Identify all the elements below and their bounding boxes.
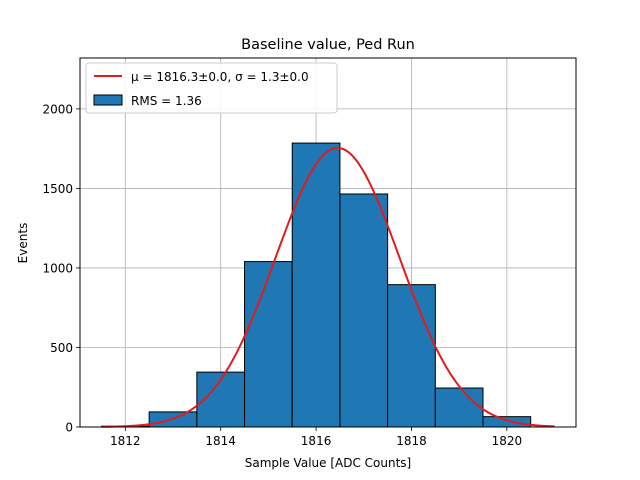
plot-frame — [79, 57, 577, 428]
histogram-bars — [100, 142, 532, 428]
x-axis-ticks: 1812 1814 1816 1818 1820 — [110, 427, 522, 448]
histogram-bar — [387, 284, 436, 428]
fit-curve — [101, 146, 555, 428]
legend-bar-label: RMS = 1.36 — [131, 94, 202, 108]
gaussian-fit — [101, 146, 555, 428]
y-tick-label: 500 — [50, 341, 73, 355]
x-axis-label: Sample Value [ADC Counts] — [245, 456, 411, 470]
chart-title: Baseline value, Ped Run — [241, 37, 415, 53]
y-tick-label: 1500 — [42, 182, 73, 196]
x-tick-label: 1818 — [396, 434, 427, 448]
legend: μ = 1816.3±0.0, σ = 1.3±0.0 RMS = 1.36 — [85, 62, 338, 114]
histogram-bar — [244, 261, 293, 428]
legend-box — [85, 62, 338, 114]
legend-fit-label: μ = 1816.3±0.0, σ = 1.3±0.0 — [131, 70, 309, 84]
y-tick-label: 1000 — [42, 261, 73, 275]
histogram-bar — [339, 193, 389, 428]
y-axis-label: Events — [16, 223, 30, 264]
x-tick-label: 1812 — [110, 434, 141, 448]
x-tick-label: 1814 — [205, 434, 236, 448]
legend-bar-swatch — [93, 94, 123, 106]
histogram-bar — [482, 416, 532, 428]
y-tick-label: 2000 — [42, 102, 73, 116]
y-axis-ticks: 0 500 1000 1500 2000 — [42, 102, 80, 435]
x-tick-label: 1820 — [492, 434, 523, 448]
y-tick-label: 0 — [65, 421, 73, 435]
x-tick-label: 1816 — [301, 434, 332, 448]
histogram-bar — [434, 387, 484, 428]
histogram-bar — [291, 142, 341, 428]
